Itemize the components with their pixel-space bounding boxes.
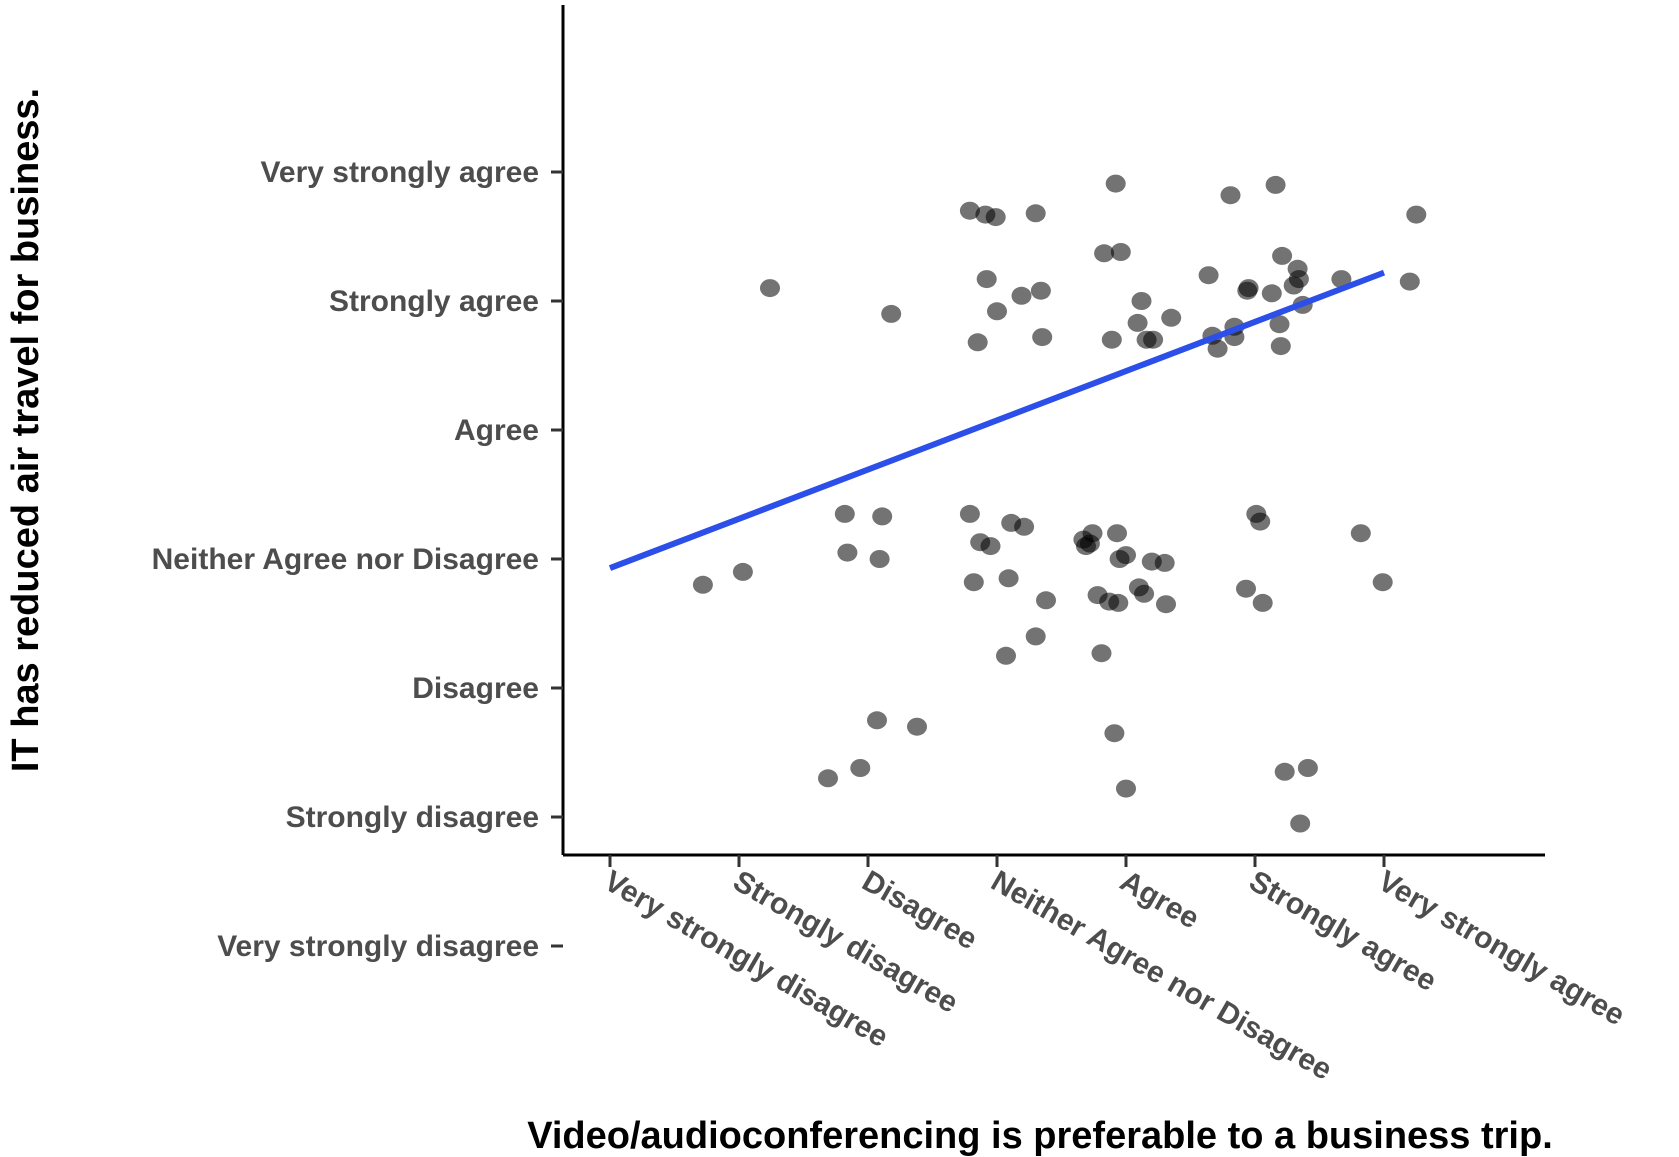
data-point: [1372, 573, 1393, 592]
data-point: [1269, 315, 1290, 334]
data-point: [872, 507, 893, 526]
data-point: [1399, 272, 1420, 291]
data-point: [1161, 308, 1182, 327]
data-point: [1154, 553, 1175, 572]
data-point: [732, 562, 753, 581]
data-point: [980, 537, 1001, 556]
x-tick-label: Very strongly agree: [1373, 864, 1631, 1032]
data-point: [1250, 512, 1271, 531]
y-tick-label: Agree: [454, 414, 539, 447]
data-point: [1350, 524, 1371, 543]
data-point: [1288, 270, 1309, 289]
data-point: [998, 569, 1019, 588]
data-point: [1082, 524, 1103, 543]
data-point: [1025, 627, 1046, 646]
data-point: [881, 304, 902, 323]
data-point: [959, 201, 980, 220]
y-axis-ticks: Very strongly disagree Strongly disagree D…: [152, 156, 563, 963]
data-point: [692, 575, 713, 594]
data-point: [959, 504, 980, 523]
data-point: [1032, 328, 1053, 347]
data-point: [1272, 246, 1293, 265]
data-point: [1116, 546, 1136, 565]
data-point: [1110, 243, 1131, 261]
data-point: [1011, 286, 1032, 305]
data-point: [1131, 292, 1152, 310]
data-point: [850, 759, 871, 777]
y-tick-label: Strongly disagree: [286, 801, 539, 834]
data-point: [1014, 517, 1035, 536]
data-point: [963, 573, 984, 592]
data-point: [1331, 270, 1352, 289]
data-point: [1290, 814, 1311, 833]
data-point: [907, 717, 927, 736]
data-point: [869, 550, 890, 568]
data-point: [1261, 284, 1282, 303]
data-point: [1030, 281, 1051, 300]
data-point: [1270, 337, 1291, 356]
data-point: [1406, 205, 1427, 224]
x-tick-label: Agree: [1115, 864, 1205, 935]
data-point: [1238, 279, 1259, 298]
fit-line: [608, 269, 1386, 571]
data-point: [1094, 244, 1115, 263]
data-point: [1156, 595, 1176, 614]
data-point: [1101, 330, 1122, 349]
data-point: [834, 504, 855, 523]
data-point: [1127, 313, 1148, 332]
data-point: [1025, 204, 1046, 223]
data-point: [1198, 266, 1219, 285]
data-point: [1274, 762, 1295, 781]
data-point: [1265, 175, 1286, 194]
data-point: [1143, 330, 1164, 349]
data-point: [837, 543, 858, 562]
data-point: [1220, 186, 1241, 205]
data-point: [1207, 339, 1228, 358]
y-tick-label: Very strongly agree: [261, 156, 539, 189]
y-tick-label: Strongly agree: [329, 285, 539, 318]
data-point: [1107, 524, 1127, 543]
y-tick-label: Very strongly disagree: [217, 930, 539, 963]
data-point: [1134, 584, 1155, 603]
data-point: [1036, 591, 1056, 610]
axes: [561, 5, 1545, 857]
data-point: [1091, 644, 1112, 663]
data-point: [1105, 174, 1126, 193]
data-point: [1252, 593, 1273, 612]
data-point: [985, 208, 1006, 227]
data-point: [996, 646, 1016, 665]
data-point: [987, 302, 1007, 321]
data-point: [1108, 593, 1129, 612]
scatter-points: [692, 174, 1427, 833]
data-point: [1116, 779, 1136, 798]
data-point: [867, 711, 887, 730]
data-point: [1236, 579, 1256, 598]
data-point: [760, 279, 780, 298]
y-axis-title: IT has reduced air travel for business.: [5, 88, 47, 772]
data-point: [976, 270, 997, 289]
data-point: [1297, 759, 1318, 777]
x-axis-title: Video/audioconferencing is preferable to…: [527, 1115, 1553, 1157]
data-point: [1104, 724, 1125, 743]
data-point: [967, 333, 988, 352]
y-tick-label: Neither Agree nor Disagree: [152, 543, 539, 576]
y-tick-label: Disagree: [412, 672, 539, 705]
data-point: [818, 769, 838, 788]
